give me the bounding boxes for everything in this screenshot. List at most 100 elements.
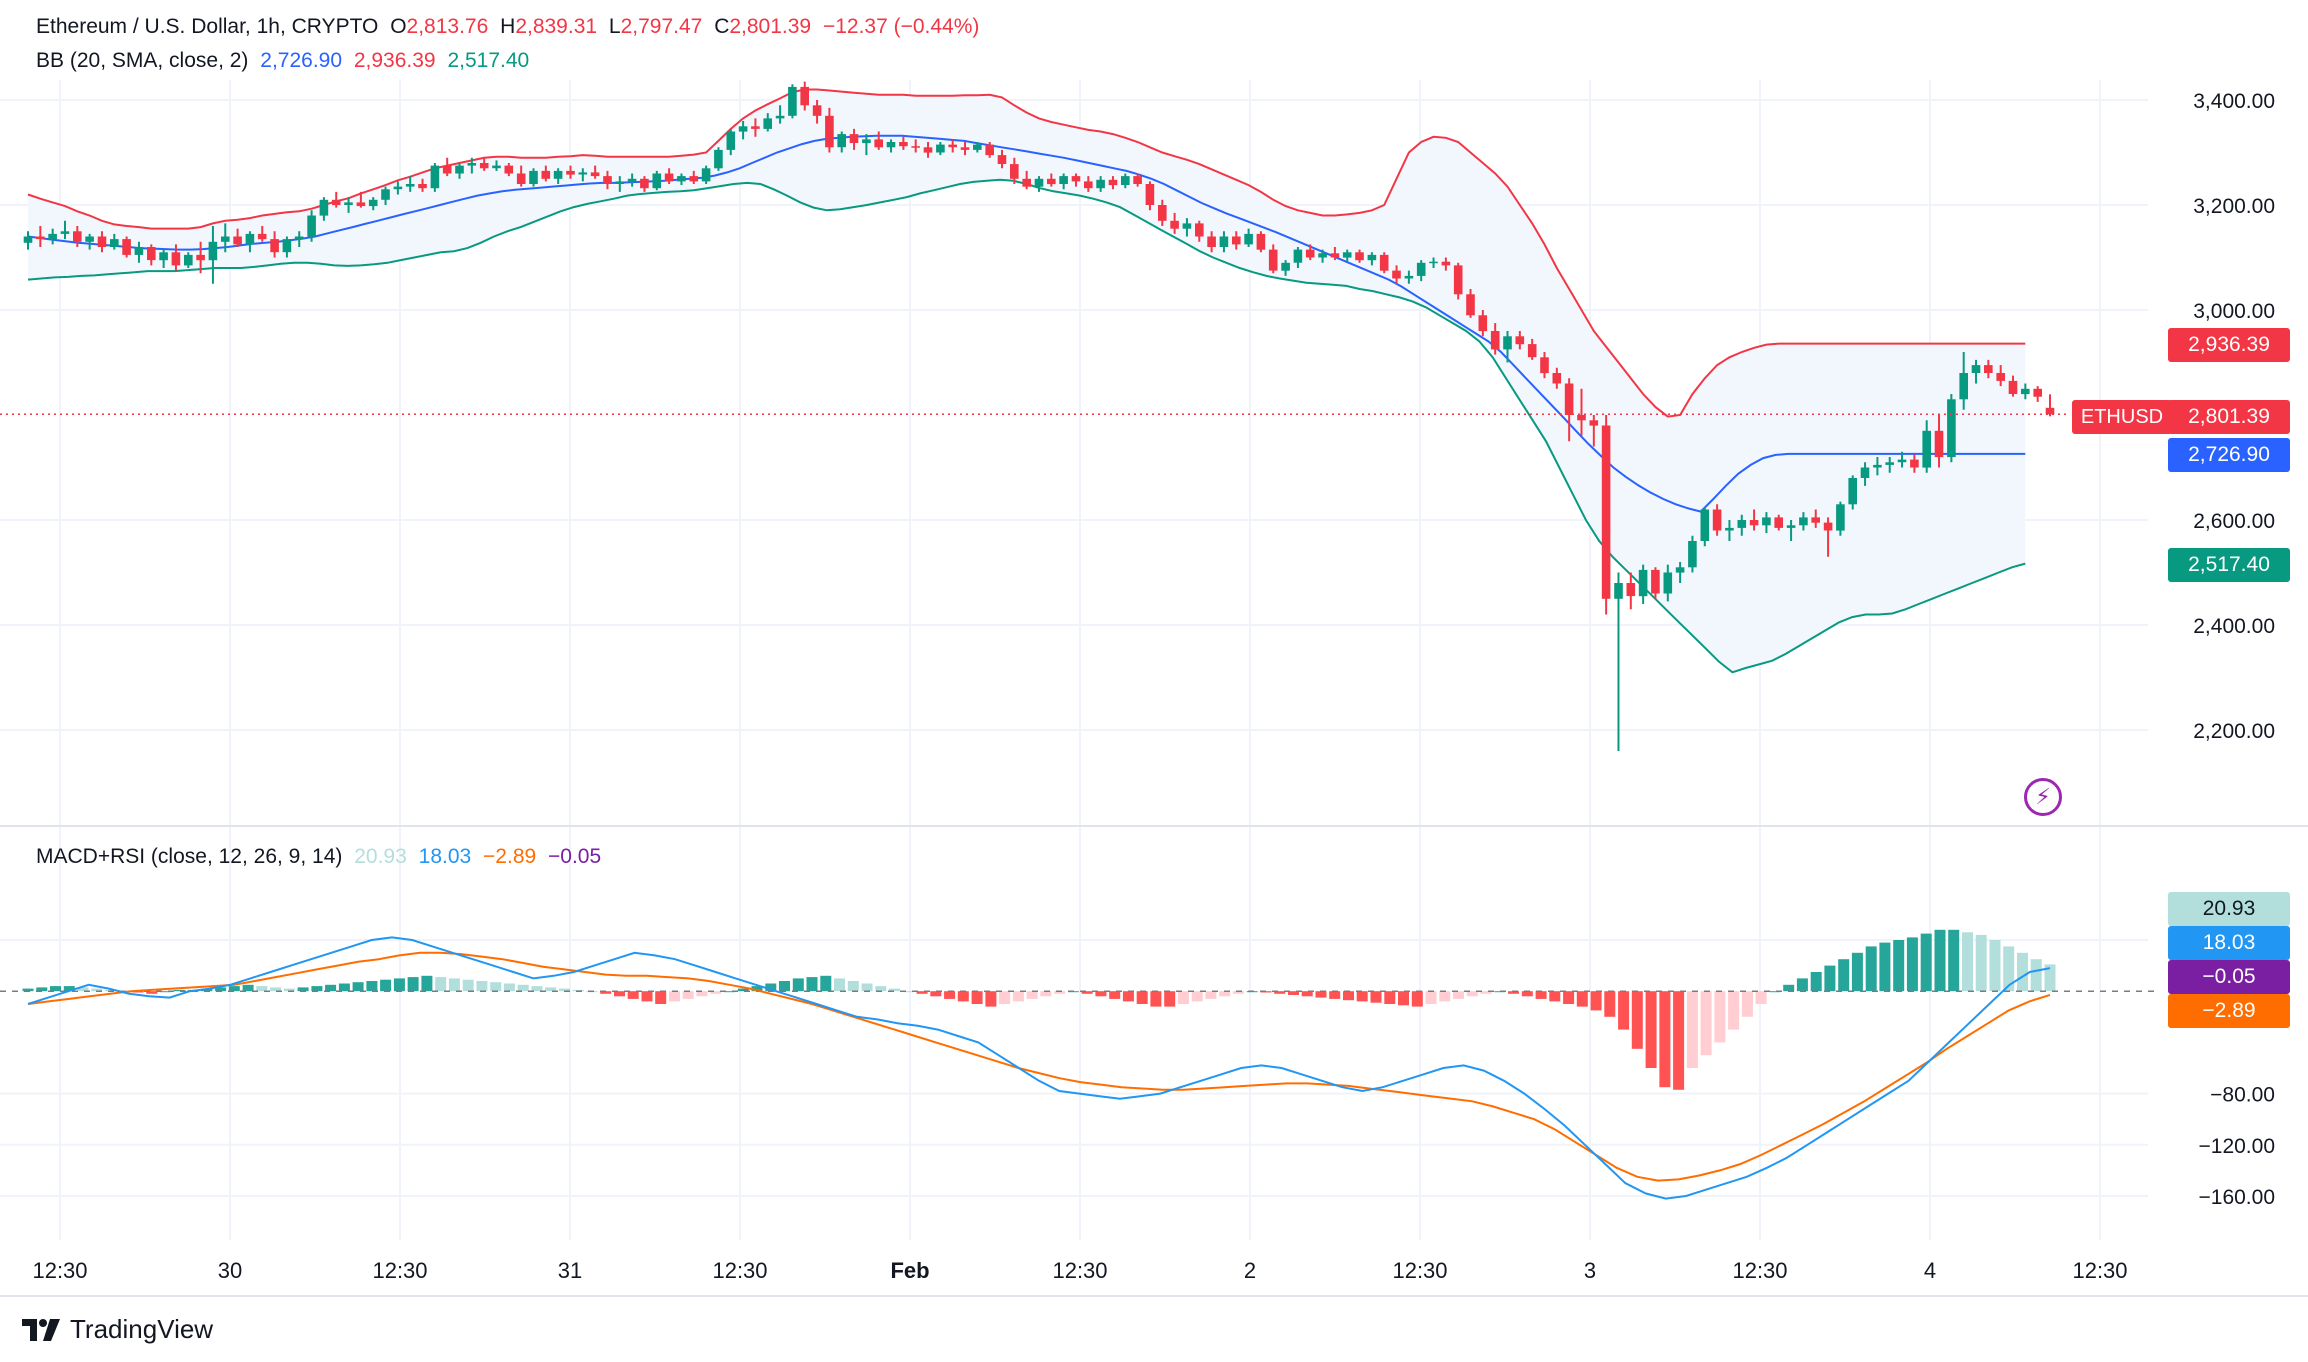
candle <box>1836 501 1845 536</box>
macd-histogram-bar <box>1343 991 1354 1001</box>
candle-body <box>48 233 57 240</box>
candle-body <box>233 236 242 245</box>
candle-body <box>1281 262 1290 271</box>
candle-body <box>677 176 686 182</box>
macd-histogram-bar <box>682 991 694 999</box>
candle <box>677 173 686 186</box>
macd-histogram-bar <box>1851 952 1863 992</box>
candle-body <box>1195 223 1204 237</box>
candle <box>948 139 957 153</box>
tradingview-logo[interactable]: TradingView <box>22 1314 213 1345</box>
candle-body <box>1219 236 1229 247</box>
macd-histogram-bar <box>1948 929 1960 992</box>
candle-body <box>837 134 846 148</box>
candle-body <box>1515 336 1525 345</box>
candle-body <box>1614 583 1623 599</box>
candle <box>73 226 82 247</box>
candle <box>1885 457 1894 473</box>
macd-histogram-bar <box>1728 991 1740 1030</box>
candle <box>1651 567 1660 599</box>
candle-body <box>578 172 588 175</box>
candle <box>1071 173 1081 187</box>
candle-body <box>331 199 341 206</box>
candle <box>960 142 970 156</box>
price-axis-label: 3,200.00 <box>2193 195 2275 218</box>
candle-body <box>1762 517 1771 526</box>
candle <box>973 142 982 153</box>
price-axis-label: 2,200.00 <box>2193 720 2275 743</box>
macd-histogram-bar <box>1755 991 1767 1004</box>
macd-histogram-bar <box>985 991 997 1007</box>
macd-histogram-bar <box>393 978 405 992</box>
candle <box>1762 512 1771 534</box>
macd-histogram-bar <box>1700 991 1712 1056</box>
candle <box>2033 386 2042 402</box>
candle <box>171 244 181 271</box>
macd-histogram-bar <box>1590 991 1602 1011</box>
candle-body <box>714 149 723 169</box>
candle <box>270 231 279 258</box>
macd-histogram-bar <box>311 986 323 992</box>
candle-body <box>960 147 970 150</box>
candle-body <box>60 231 70 234</box>
brand-name: TradingView <box>70 1314 214 1344</box>
time-axis-label: 12:30 <box>1392 1258 1447 1283</box>
candle <box>800 81 809 111</box>
candle <box>590 165 600 179</box>
time-axis-label: 12:30 <box>712 1258 767 1283</box>
bb-legend[interactable]: BB (20, SMA, close, 2) 2,726.90 2,936.39… <box>36 48 535 74</box>
candle-body <box>1885 462 1894 465</box>
macd-histogram-bar <box>531 986 543 992</box>
candle-body <box>2021 388 2030 395</box>
macd-histogram-bar <box>1631 991 1643 1049</box>
macd-histogram-bar <box>297 987 309 992</box>
candle <box>1416 260 1426 282</box>
candle <box>886 139 896 153</box>
candle <box>159 249 168 268</box>
candle <box>110 233 119 250</box>
bb-fill <box>28 89 2026 673</box>
candle-body <box>36 236 45 240</box>
candle <box>1466 289 1475 318</box>
macd-histogram-bar <box>1191 991 1203 1002</box>
candle <box>1158 199 1167 226</box>
candle <box>294 231 304 247</box>
candle-body <box>1453 265 1463 295</box>
candle-body <box>504 165 514 174</box>
macd-histogram-bar <box>1095 991 1107 997</box>
bb-lower-value: 2,517.40 <box>447 49 530 72</box>
candle <box>1922 420 1931 473</box>
macd-histogram-bar <box>2044 964 2056 992</box>
candle <box>874 131 883 150</box>
macd-legend[interactable]: MACD+RSI (close, 12, 26, 9, 14) 20.93 18… <box>36 844 607 870</box>
candle <box>751 118 760 137</box>
candle <box>1823 517 1833 557</box>
candle-body <box>1774 517 1783 528</box>
candle <box>97 231 107 253</box>
macd-histogram-bar <box>36 987 48 992</box>
bb-lower-price-tag: 2,517.40 <box>2168 548 2290 582</box>
candle-body <box>1638 569 1648 597</box>
macd-histogram-bar <box>669 991 680 1002</box>
candle-body <box>590 172 600 177</box>
candle <box>529 168 538 187</box>
macd-histogram-bar <box>1659 991 1671 1088</box>
candle <box>1392 265 1401 284</box>
macd-histogram-bar <box>545 987 557 992</box>
candle <box>184 252 193 268</box>
candle <box>85 233 94 250</box>
candle-body <box>911 146 920 148</box>
macd-histogram-bar <box>242 984 254 992</box>
candle <box>788 84 797 119</box>
macd-histogram-bar <box>1040 991 1052 997</box>
macd-histogram-bar <box>1535 991 1547 999</box>
candle-body <box>257 233 267 240</box>
candle-body <box>97 236 107 247</box>
macd-histogram-bar <box>146 991 158 994</box>
lightning-icon[interactable]: ⚡ <box>2024 778 2062 816</box>
candle-body <box>294 236 304 240</box>
close-value: C2,801.39 <box>714 15 812 38</box>
candle-body <box>529 170 538 184</box>
candle <box>553 168 563 184</box>
